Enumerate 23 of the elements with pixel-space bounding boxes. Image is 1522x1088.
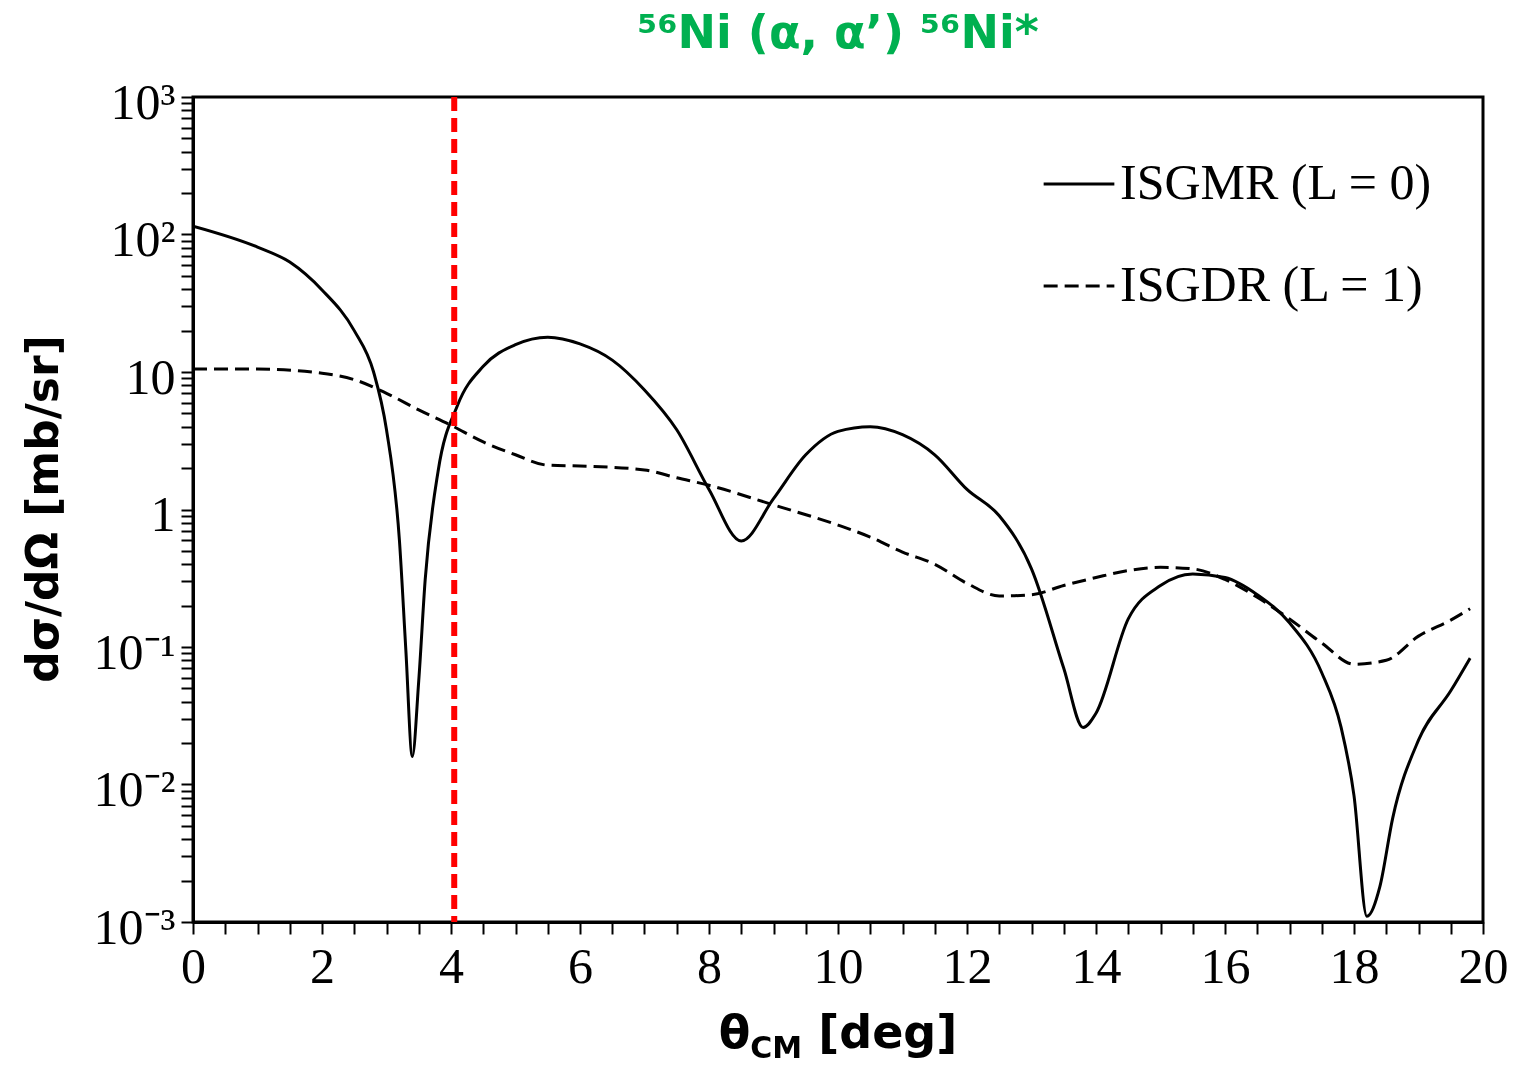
x-tick-label: 10: [813, 937, 864, 994]
x-tick-label: 2: [310, 937, 335, 994]
x-tick-label: 8: [697, 937, 722, 994]
x-tick-label: 12: [942, 937, 993, 994]
y-tick-label: 10⁻¹: [93, 623, 176, 680]
x-tick-label: 20: [1458, 937, 1509, 994]
y-tick-label: 10⁻³: [93, 898, 176, 955]
y-tick-label: 10²: [110, 211, 176, 267]
x-tick-label: 16: [1200, 937, 1251, 994]
y-tick-label: 10⁻²: [93, 761, 176, 817]
chart-title: ⁵⁶Ni (α, α’) ⁵⁶Ni*: [637, 5, 1039, 59]
y-tick-label: 10: [125, 348, 176, 405]
y-axis-title: dσ/dΩ [mb/sr]: [16, 335, 68, 683]
legend-label: ISGMR (L = 0): [1120, 154, 1432, 210]
x-tick-label: 4: [439, 937, 464, 994]
x-tick-label: 0: [181, 937, 206, 994]
x-axis-title: θ$_{CM}$ [deg]: [717, 1005, 959, 1066]
legend-label: ISGDR (L = 1): [1120, 256, 1423, 312]
x-tick-label: 14: [1071, 937, 1122, 994]
y-tick-label: 10³: [110, 73, 176, 130]
x-tick-label: 18: [1329, 937, 1380, 994]
y-tick-label: 1: [150, 486, 176, 542]
x-tick-label: 6: [568, 937, 593, 994]
